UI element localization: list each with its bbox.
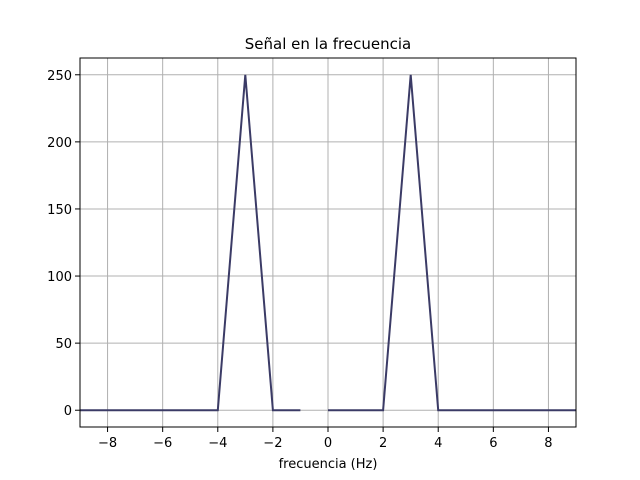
series-line xyxy=(328,74,576,412)
x-tick-label: 2 xyxy=(379,436,387,451)
y-tick-label: 200 xyxy=(47,136,72,151)
y-tick-label: 0 xyxy=(64,404,72,419)
grid xyxy=(80,58,576,427)
x-tick-label: 6 xyxy=(489,436,497,451)
chart-title: Señal en la frecuencia xyxy=(245,35,411,53)
y-tick-label: 50 xyxy=(55,337,72,352)
y-tick-label: 250 xyxy=(47,69,72,84)
x-axis: −8 −6 −4 −2 0 2 4 6 8 xyxy=(98,427,553,451)
y-axis: 0 50 100 150 200 250 xyxy=(47,69,80,419)
x-tick-label: −2 xyxy=(263,436,282,451)
x-tick-label: 8 xyxy=(544,436,552,451)
series-layer xyxy=(80,74,576,412)
x-axis-label: frecuencia (Hz) xyxy=(279,457,378,472)
x-tick-label: −6 xyxy=(153,436,172,451)
x-tick-label: 0 xyxy=(324,436,332,451)
y-tick-label: 150 xyxy=(47,203,72,218)
x-tick-label: 4 xyxy=(434,436,442,451)
x-tick-label: −4 xyxy=(208,436,227,451)
y-tick-label: 100 xyxy=(47,270,72,285)
series-line xyxy=(80,74,301,412)
x-tick-label: −8 xyxy=(98,436,117,451)
